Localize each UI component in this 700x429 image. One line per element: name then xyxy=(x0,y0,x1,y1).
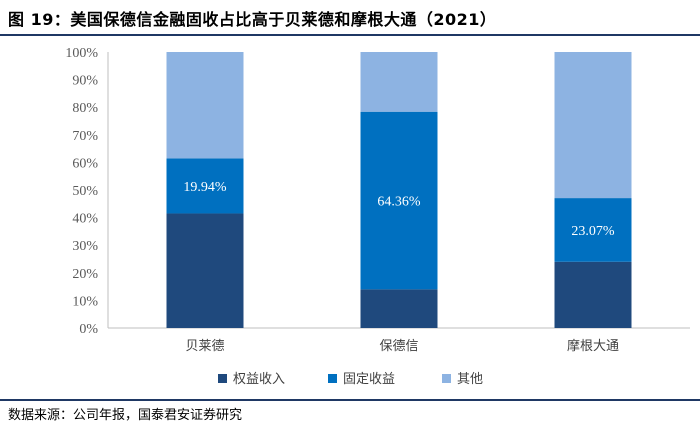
legend-label: 权益收入 xyxy=(233,371,285,387)
category-label: 贝莱德 xyxy=(185,339,224,354)
legend-label: 其他 xyxy=(457,372,483,387)
bar-segment xyxy=(166,52,244,159)
y-tick-label: 80% xyxy=(72,101,98,116)
data-labels: 19.94% 64.36% 23.07% xyxy=(183,180,615,239)
bar-segment xyxy=(554,198,632,262)
y-tick-label: 70% xyxy=(72,129,98,144)
data-label: 64.36% xyxy=(377,195,421,210)
y-tick-label: 10% xyxy=(72,294,98,309)
bar-segment xyxy=(166,158,244,214)
bar-segment xyxy=(360,111,438,290)
y-tick-label: 100% xyxy=(65,46,98,61)
legend-label: 固定收益 xyxy=(343,372,395,387)
y-axis: 0% 10% 20% 30% 40% 50% 60% 70% 80% 90% 100% xyxy=(65,46,690,337)
y-tick-label: 40% xyxy=(72,212,98,227)
title-divider xyxy=(0,34,700,36)
data-label: 19.94% xyxy=(183,180,227,195)
legend-swatch xyxy=(442,374,451,383)
source-note: 数据来源：公司年报，国泰君安证券研究 xyxy=(8,408,243,423)
stacked-bar-chart: 0% 10% 20% 30% 40% 50% 60% 70% 80% 90% 100% 19.94%… xyxy=(65,46,690,387)
y-tick-label: 60% xyxy=(72,156,98,171)
legend-swatch xyxy=(218,374,227,383)
data-label: 23.07% xyxy=(571,224,615,239)
y-tick-label: 90% xyxy=(72,74,98,89)
bar-segment xyxy=(166,213,244,328)
category-label: 摩根大通 xyxy=(567,338,619,354)
chart-title: 图 19：美国保德信金融固收占比高于贝莱德和摩根大通（2021） xyxy=(8,10,497,29)
bar-segment xyxy=(360,52,438,112)
legend: 权益收入 固定收益 其他 xyxy=(218,371,483,387)
bar-segment xyxy=(360,289,438,328)
bar-segment xyxy=(554,52,632,199)
legend-swatch xyxy=(328,374,337,383)
y-tick-label: 0% xyxy=(79,322,98,337)
y-tick-label: 30% xyxy=(72,239,98,254)
bars xyxy=(166,52,632,328)
x-axis-categories: 贝莱德 保德信 摩根大通 xyxy=(185,338,619,354)
footer-divider xyxy=(0,399,700,401)
y-tick-label: 50% xyxy=(72,184,98,199)
bar-segment xyxy=(554,261,632,328)
category-label: 保德信 xyxy=(379,339,418,354)
y-tick-label: 20% xyxy=(72,267,98,282)
